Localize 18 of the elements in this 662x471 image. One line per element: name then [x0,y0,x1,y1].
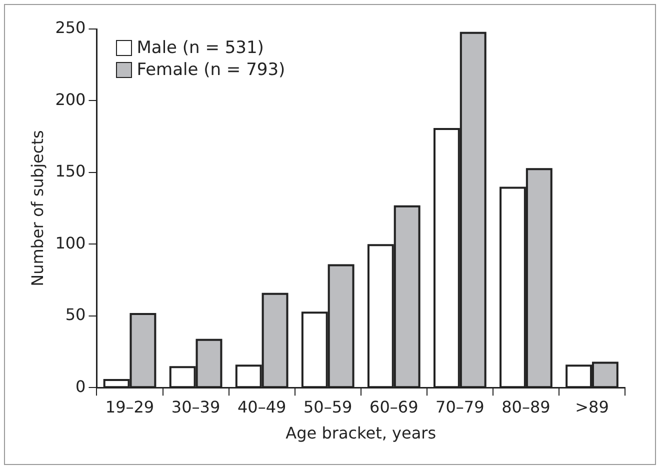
y-tick-label: 50 [65,305,86,324]
x-tick-label: 19–29 [105,397,154,416]
y-tick-label: 100 [55,233,86,252]
x-tick-label: 80–89 [502,397,550,416]
x-tick-label: >89 [575,397,609,416]
x-tick-label: 30–39 [171,397,220,416]
x-axis-title: Age bracket, years [286,424,436,443]
y-axis-title: Number of subjects [28,130,47,286]
x-tick-label: 50–59 [303,397,352,416]
legend-label: Male (n = 531) [136,37,264,59]
y-tick-label: 150 [55,162,86,181]
legend-label: Female (n = 793) [136,59,286,81]
x-tick-label: 60–69 [370,397,418,416]
y-tick-label: 200 [55,90,86,109]
y-tick-label: 250 [55,18,86,38]
x-tick-label: 40–49 [237,397,286,416]
y-tick-label: 0 [76,376,86,396]
x-tick-label: 70–79 [436,397,484,416]
